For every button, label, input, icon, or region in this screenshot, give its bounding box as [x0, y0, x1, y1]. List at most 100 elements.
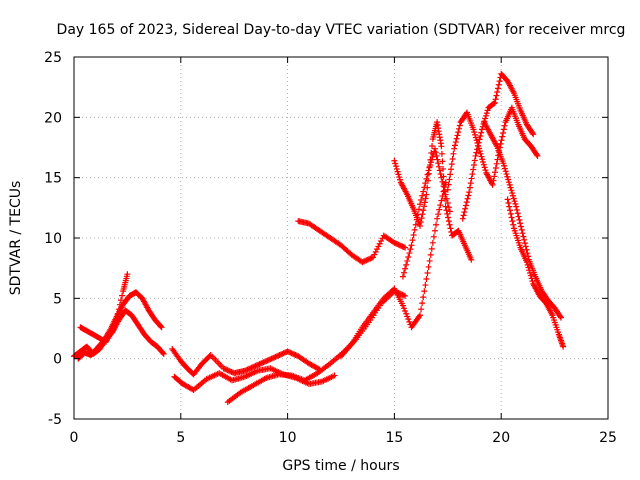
data-point — [517, 223, 524, 230]
data-point — [248, 364, 255, 371]
data-point — [367, 255, 374, 262]
data-point — [452, 139, 459, 146]
data-point — [489, 181, 496, 188]
data-point — [399, 302, 406, 309]
y-tick-label: 15 — [44, 171, 62, 187]
data-point — [429, 239, 436, 246]
data-point — [417, 312, 424, 319]
data-point — [406, 318, 413, 325]
data-point — [492, 165, 499, 172]
data-point — [451, 145, 458, 152]
data-point — [223, 366, 230, 373]
data-point — [513, 203, 520, 210]
data-point — [376, 240, 383, 247]
data-point — [514, 210, 521, 217]
data-point — [500, 130, 507, 137]
data-point — [429, 153, 436, 160]
data-point — [206, 353, 213, 360]
data-point — [115, 306, 122, 313]
data-point — [406, 250, 413, 257]
series-arc-g — [295, 218, 409, 266]
data-point — [523, 246, 530, 253]
data-point — [119, 292, 126, 299]
data-point — [418, 196, 425, 203]
data-point — [480, 158, 487, 165]
data-point — [468, 256, 475, 263]
data-point — [494, 85, 501, 92]
data-point — [447, 171, 454, 178]
data-point — [529, 130, 536, 137]
data-point — [495, 81, 502, 88]
data-point — [500, 160, 507, 167]
data-point — [446, 176, 453, 183]
data-point — [525, 264, 532, 271]
data-point — [469, 171, 476, 178]
data-point — [272, 353, 279, 360]
data-point — [471, 129, 478, 136]
data-point — [260, 359, 267, 366]
data-point — [499, 133, 506, 140]
data-point — [504, 196, 511, 203]
data-point — [418, 306, 425, 313]
data-point — [114, 310, 121, 317]
series-arc-c — [77, 271, 131, 345]
data-point — [479, 156, 486, 163]
data-point — [400, 292, 407, 299]
data-point — [445, 204, 452, 211]
data-point — [415, 206, 422, 213]
data-point — [404, 313, 411, 320]
data-point — [428, 156, 435, 163]
series-arc-d — [169, 346, 323, 378]
data-point — [462, 202, 469, 209]
data-point — [426, 257, 433, 264]
series-arc-n — [504, 196, 567, 350]
data-point — [160, 350, 167, 357]
data-point — [257, 360, 264, 367]
data-point — [443, 207, 450, 214]
data-point — [396, 174, 403, 181]
data-point — [497, 140, 504, 147]
data-point — [412, 221, 419, 228]
data-point — [243, 367, 250, 374]
data-point — [427, 161, 434, 168]
data-point — [471, 157, 478, 164]
data-point — [289, 350, 296, 357]
data-point — [467, 180, 474, 187]
data-point — [527, 272, 534, 279]
data-point — [391, 157, 398, 164]
data-point — [362, 257, 369, 264]
data-point — [436, 167, 443, 174]
data-point — [401, 305, 408, 312]
data-point — [116, 301, 123, 308]
data-point — [434, 215, 441, 222]
data-point — [421, 288, 428, 295]
data-point — [528, 275, 535, 282]
data-point — [494, 88, 501, 95]
data-point — [484, 107, 491, 114]
data-point — [404, 257, 411, 264]
data-point — [414, 211, 421, 218]
x-tick-label: 20 — [492, 430, 510, 446]
data-point — [421, 203, 428, 210]
data-point — [478, 129, 485, 136]
data-point — [360, 258, 367, 265]
data-point — [423, 191, 430, 198]
data-point — [428, 245, 435, 252]
data-point — [221, 365, 228, 372]
chart-title: Day 165 of 2023, Sidereal Day-to-day VTE… — [57, 22, 626, 38]
data-point — [264, 357, 271, 364]
data-point — [220, 365, 227, 372]
data-point — [446, 221, 453, 228]
data-point — [402, 265, 409, 272]
data-point — [490, 177, 497, 184]
data-point — [470, 166, 477, 173]
data-point — [420, 207, 427, 214]
data-point — [506, 181, 513, 188]
data-point — [400, 244, 407, 251]
data-point — [560, 343, 567, 350]
data-point — [501, 165, 508, 172]
data-point — [473, 149, 480, 156]
data-point — [439, 158, 446, 165]
data-point — [411, 226, 418, 233]
